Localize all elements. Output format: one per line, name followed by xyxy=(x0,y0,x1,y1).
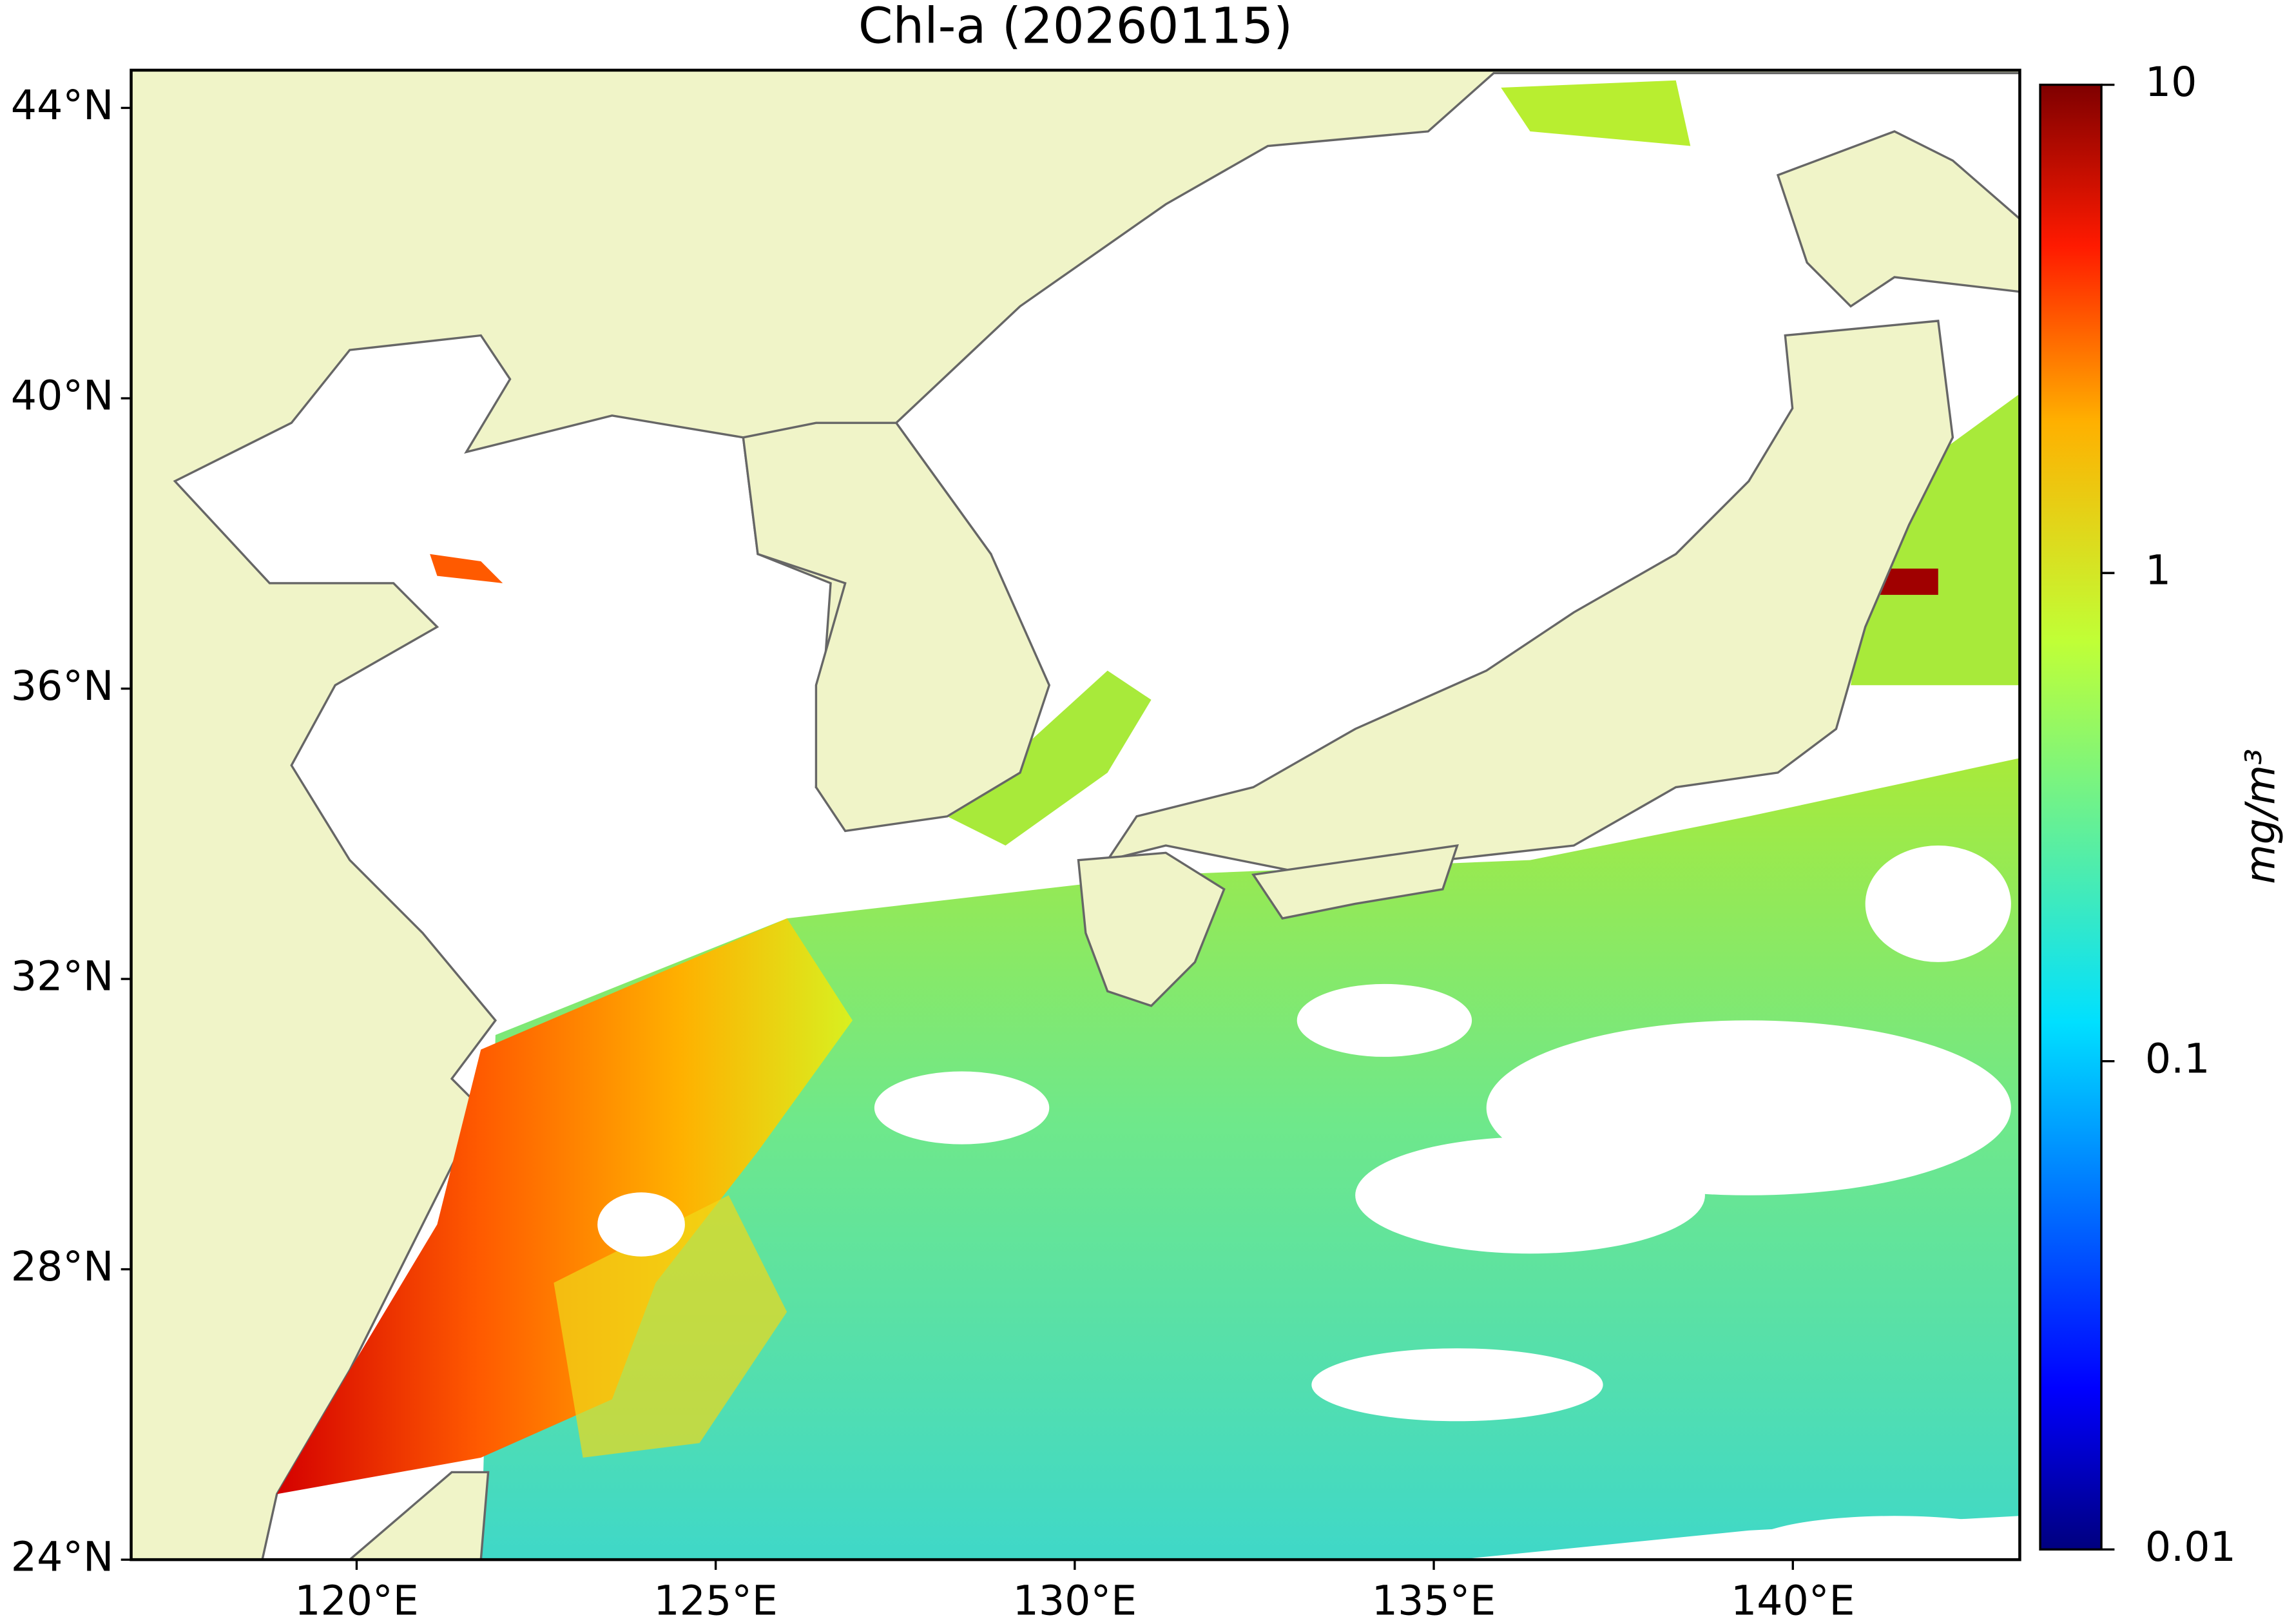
map-area xyxy=(131,70,2020,1560)
chl-coastal xyxy=(276,918,853,1494)
colorbar-tick-label: 0.01 xyxy=(2145,1523,2236,1571)
colorbar xyxy=(2039,83,2103,1551)
lat-tick-label: 44°N xyxy=(11,81,114,129)
colorbar-tick-label: 10 xyxy=(2145,58,2197,106)
lon-tick-label: 130°E xyxy=(1013,1577,1137,1624)
lat-tick-label: 32°N xyxy=(11,952,114,1000)
title: Chl-a (20260115) xyxy=(858,0,1293,55)
lon-tick-label: 125°E xyxy=(653,1577,778,1624)
colorbar-tick-label: 0.1 xyxy=(2145,1034,2210,1082)
lat-tick-label: 40°N xyxy=(11,372,114,420)
lon-tick-label: 120°E xyxy=(294,1577,419,1624)
lon-tick-label: 140°E xyxy=(1731,1577,1855,1624)
lat-tick-label: 36°N xyxy=(11,662,114,710)
chl-open-ocean xyxy=(481,758,2020,1560)
colorbar-label: mg/m³ xyxy=(2237,749,2284,884)
clouds xyxy=(597,846,2020,1560)
lat-tick-label: 24°N xyxy=(11,1533,114,1581)
lat-tick-label: 28°N xyxy=(11,1242,114,1290)
chl-pacific-north xyxy=(1851,393,2020,686)
chl-north xyxy=(1501,80,1691,146)
chl-shelf xyxy=(554,1195,787,1458)
chl-japan-sea xyxy=(947,670,1152,846)
lon-tick-label: 135°E xyxy=(1372,1577,1496,1624)
colorbar-tick-label: 1 xyxy=(2145,546,2171,594)
chl-bohai xyxy=(430,554,503,583)
land-masks xyxy=(348,130,2020,1560)
